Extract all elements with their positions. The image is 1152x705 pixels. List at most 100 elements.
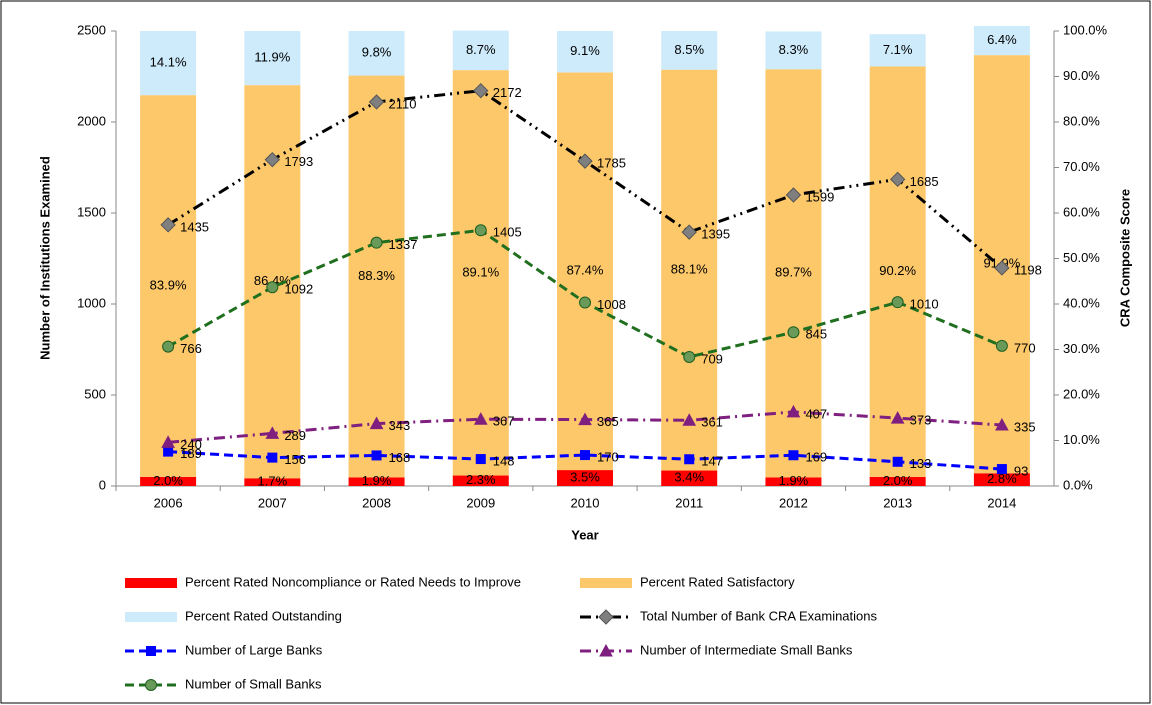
data-label: 1198 <box>1014 262 1042 277</box>
marker <box>787 326 800 339</box>
bar-segment <box>557 470 613 486</box>
bar-segment <box>869 34 926 67</box>
data-label: 1395 <box>701 227 730 242</box>
y-tick-label: 500 <box>84 386 106 401</box>
x-axis-title: Year <box>571 527 598 542</box>
bar-value-label: 9.8% <box>362 45 392 60</box>
data-label: 709 <box>701 351 723 366</box>
bar-segment <box>973 473 1030 486</box>
bar-value-label: 2.3% <box>466 472 496 487</box>
bar-value-label: 7.1% <box>883 42 913 57</box>
bar-value-label: 1.9% <box>779 473 809 488</box>
data-label: 1405 <box>493 225 522 240</box>
y2-tick-label: 0.0% <box>1063 477 1093 492</box>
marker <box>681 224 697 240</box>
legend-swatch <box>125 578 177 588</box>
y-axis-title: Number of Institutions Examined <box>37 156 52 360</box>
bar-segment <box>557 72 613 471</box>
legend-label: Number of Intermediate Small Banks <box>640 642 853 657</box>
marker <box>579 296 591 309</box>
bar-value-label: 11.9% <box>254 50 290 65</box>
y2-tick-label: 80.0% <box>1063 113 1100 128</box>
bar-value-label: 2.0% <box>153 473 183 488</box>
bar-value-label: 89.7% <box>775 265 812 280</box>
bar-segment <box>869 476 926 486</box>
marker <box>996 464 1007 475</box>
data-label: 343 <box>389 418 411 433</box>
marker <box>162 340 175 353</box>
bar-segment <box>140 476 197 486</box>
y-tick-label: 2000 <box>77 113 106 128</box>
marker <box>368 94 385 110</box>
bar-value-label: 9.1% <box>570 43 600 58</box>
bar-value-label: 1.7% <box>258 474 288 489</box>
data-label: 147 <box>701 454 723 469</box>
data-label: 361 <box>701 415 723 430</box>
y2-tick-label: 30.0% <box>1063 341 1100 356</box>
legend-label: Percent Rated Noncompliance or Rated Nee… <box>185 574 521 589</box>
bar-value-label: 87.4% <box>567 263 604 278</box>
marker <box>786 404 801 418</box>
marker <box>369 416 384 430</box>
data-label: 367 <box>493 414 515 429</box>
bar-segment <box>661 470 718 486</box>
bar-value-label: 3.4% <box>674 470 704 485</box>
y2-tick-label: 50.0% <box>1063 250 1100 265</box>
marker <box>580 450 590 461</box>
marker <box>684 454 695 465</box>
marker <box>474 224 487 237</box>
x-tick-label: 2010 <box>571 495 600 510</box>
marker <box>578 412 592 426</box>
x-tick-label: 2009 <box>466 495 495 510</box>
data-label: 170 <box>597 449 619 464</box>
y-tick-label: 2500 <box>77 22 106 37</box>
bar-segment <box>661 69 718 471</box>
bar-segment <box>244 478 301 486</box>
bar-value-label: 2.8% <box>987 471 1017 486</box>
legend-marker <box>146 646 156 656</box>
bar-value-label: 88.1% <box>671 262 708 277</box>
marker <box>788 450 799 461</box>
data-label: 2110 <box>389 96 417 111</box>
y2-tick-label: 20.0% <box>1063 386 1100 401</box>
bar-segment <box>765 477 822 486</box>
y2-axis-title: CRA Composite Score <box>1117 189 1132 327</box>
bar-value-label: 8.5% <box>674 42 704 57</box>
marker <box>682 413 697 426</box>
marker <box>266 281 279 294</box>
bar-segment <box>348 477 405 486</box>
data-label: 766 <box>180 341 202 356</box>
marker <box>995 339 1008 352</box>
data-label: 1010 <box>910 297 939 312</box>
data-label: 770 <box>1014 340 1036 355</box>
bar-value-label: 83.9% <box>150 277 187 292</box>
marker <box>994 260 1010 276</box>
bar-segment <box>557 31 613 73</box>
legend-label: Percent Rated Satisfactory <box>640 574 795 589</box>
legend-label: Number of Large Banks <box>185 642 323 657</box>
bar-segment <box>452 30 509 71</box>
y2-tick-label: 100.0% <box>1063 22 1108 37</box>
bar-value-label: 89.1% <box>462 264 499 279</box>
y-tick-label: 1000 <box>77 295 106 310</box>
data-label: 289 <box>284 428 306 443</box>
data-label: 148 <box>493 454 515 469</box>
data-label: 2172 <box>493 85 522 100</box>
marker <box>995 417 1009 431</box>
bar-segment <box>244 31 301 86</box>
y2-tick-label: 60.0% <box>1063 204 1100 219</box>
data-label: 240 <box>180 437 202 452</box>
data-label: 1092 <box>284 282 313 297</box>
data-label: 365 <box>597 414 619 429</box>
marker <box>265 426 280 439</box>
marker <box>370 236 383 249</box>
bar-segment <box>765 31 822 70</box>
data-label: 407 <box>805 406 827 421</box>
marker <box>891 296 904 309</box>
bar-value-label: 3.5% <box>570 469 600 484</box>
data-label: 845 <box>805 327 827 342</box>
bar-value-label: 88.3% <box>358 268 395 283</box>
bar-segment <box>661 31 718 70</box>
bar-segment <box>348 31 405 76</box>
bar-segment <box>973 25 1030 56</box>
